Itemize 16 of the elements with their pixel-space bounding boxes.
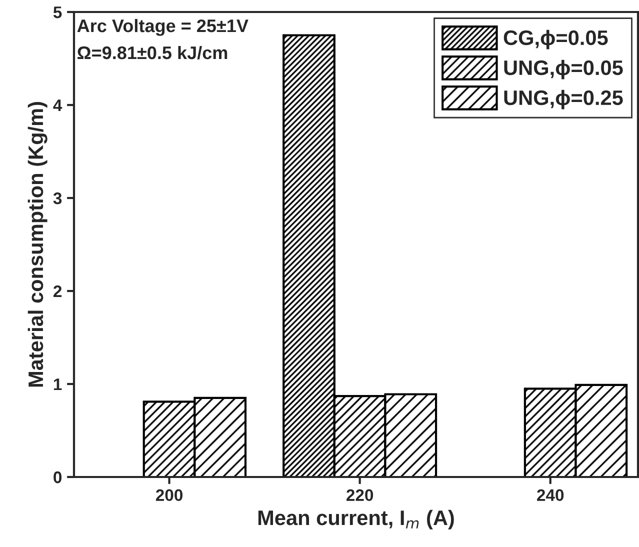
y-tick-label: 5 <box>53 6 62 18</box>
legend-label: UNG,ϕ=0.05 <box>504 60 623 80</box>
y-tick-label: 4 <box>53 100 62 112</box>
y-tick-label: 1 <box>54 378 62 390</box>
y-tick-label: 0 <box>54 471 62 484</box>
annotation: Ω=9.81±0.5 kJ/cm <box>78 46 228 60</box>
x-tick-label: 200 <box>156 489 182 502</box>
y-tick-label: 3 <box>53 192 62 204</box>
legend-label: UNG,ϕ=0.25 <box>504 90 623 110</box>
annotation: Arc Voltage = 25±1V <box>77 18 248 36</box>
x-tick-label: 220 <box>346 489 374 502</box>
y-axis-title: Material consumption (Kg/m) <box>28 102 48 387</box>
legend-label: CG,ϕ=0.05 <box>504 30 608 50</box>
x-axis-title: Mean current, I$_{m}$ (A) <box>258 510 454 530</box>
y-tick-label: 2 <box>54 285 62 298</box>
x-tick-label: 240 <box>537 489 564 502</box>
